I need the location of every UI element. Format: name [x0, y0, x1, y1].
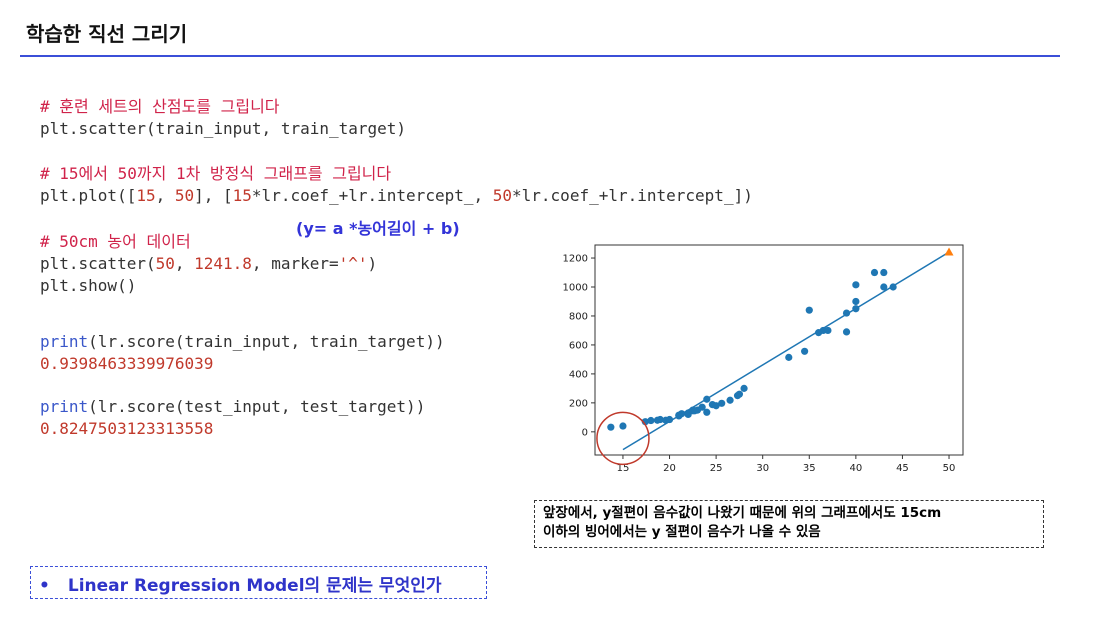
data-point	[824, 326, 832, 335]
data-point	[703, 408, 711, 416]
x-tick-label: 20	[663, 463, 676, 474]
y-axis: 0 200 400 600 800 1000 1200	[563, 254, 595, 438]
data-point	[801, 347, 809, 355]
code-line: plt.plot([15, 50], [15*lr.coef_+lr.inter…	[40, 186, 753, 205]
x-tick-label: 25	[710, 463, 723, 474]
data-point	[805, 306, 813, 314]
note-line: 앞장에서, y절편이 음수값이 나왔기 때문에 위의 그래프에서도 15cm	[543, 505, 942, 521]
code-block-1: # 훈련 세트의 산점도를 그립니다 plt.scatter(train_inp…	[40, 96, 406, 140]
data-point	[880, 283, 888, 291]
y-tick-label: 0	[582, 427, 588, 438]
data-point	[842, 328, 851, 336]
y-tick-label: 800	[569, 311, 588, 322]
data-point	[607, 423, 615, 431]
question-box: • Linear Regression Model의 문제는 무엇인가	[30, 566, 487, 599]
code-block-4: print(lr.score(train_input, train_target…	[40, 331, 445, 375]
x-axis: 15 20 25 30 35 40 45 50	[617, 455, 956, 474]
code-output: 0.9398463339976039	[40, 354, 214, 373]
x-tick-label: 50	[943, 463, 956, 474]
scatter-plot: 0 200 400 600 800 1000 1200 15 20 25 30 35 40 45 50	[563, 244, 964, 474]
data-point	[852, 305, 860, 313]
data-point	[718, 399, 726, 407]
bullet-icon: •	[39, 576, 50, 596]
data-point	[842, 309, 851, 317]
question-text: Linear Regression Model의 문제는 무엇인가	[67, 576, 442, 596]
code-block-3: # 50cm 농어 데이터 plt.scatter(50, 1241.8, ma…	[40, 231, 377, 297]
data-point	[698, 403, 706, 411]
data-point	[735, 390, 744, 398]
code-block-5: print(lr.score(test_input, test_target))…	[40, 396, 425, 440]
code-comment: # 15에서 50까지 1차 방정식 그래프를 그립니다	[40, 164, 392, 183]
code-line: plt.scatter(50, 1241.8, marker='^')	[40, 254, 378, 273]
code-line: print(lr.score(train_input, train_target…	[40, 332, 445, 351]
data-point	[852, 281, 860, 289]
data-point	[665, 415, 674, 424]
code-line: plt.show()	[40, 276, 137, 295]
explanation-note: 앞장에서, y절편이 음수값이 나왔기 때문에 위의 그래프에서도 15cm 이…	[534, 500, 1044, 548]
data-point	[880, 268, 888, 277]
x-tick-label: 35	[803, 463, 816, 474]
data-point	[870, 268, 879, 277]
x-tick-label: 30	[756, 463, 769, 474]
title-divider	[20, 55, 1060, 57]
page-title: 학습한 직선 그리기	[26, 22, 188, 46]
series-layer	[596, 247, 954, 466]
y-tick-label: 600	[569, 340, 588, 351]
code-block-2: # 15에서 50까지 1차 방정식 그래프를 그립니다 plt.plot([1…	[40, 163, 753, 207]
data-point	[785, 353, 793, 361]
highlight-circle	[596, 411, 650, 466]
data-point	[678, 410, 686, 418]
data-point	[712, 402, 720, 410]
x-tick-label: 40	[849, 463, 862, 474]
code-output: 0.8247503123313558	[40, 419, 214, 438]
marker-point	[944, 247, 954, 256]
data-point	[726, 396, 734, 404]
code-comment: # 훈련 세트의 산점도를 그립니다	[40, 97, 280, 116]
data-point	[703, 395, 711, 403]
x-tick-label: 15	[617, 463, 630, 474]
data-point	[889, 283, 897, 291]
y-tick-label: 1000	[563, 283, 588, 294]
data-point	[647, 416, 655, 425]
code-comment: # 50cm 농어 데이터	[40, 232, 191, 251]
data-point	[619, 422, 627, 430]
data-point	[740, 384, 748, 392]
data-point	[656, 415, 664, 424]
y-tick-label: 200	[569, 398, 588, 409]
note-line: 이하의 빙어에서는 y 절편이 음수가 나올 수 있음	[543, 524, 821, 540]
formula-annotation: (y= a *농어길이 + b)	[296, 219, 460, 238]
code-line: plt.scatter(train_input, train_target)	[40, 119, 407, 138]
y-tick-label: 1200	[563, 254, 588, 265]
code-line: print(lr.score(test_input, test_target))	[40, 397, 426, 416]
data-point	[852, 297, 860, 306]
y-tick-label: 400	[569, 369, 588, 380]
x-tick-label: 45	[896, 463, 909, 474]
